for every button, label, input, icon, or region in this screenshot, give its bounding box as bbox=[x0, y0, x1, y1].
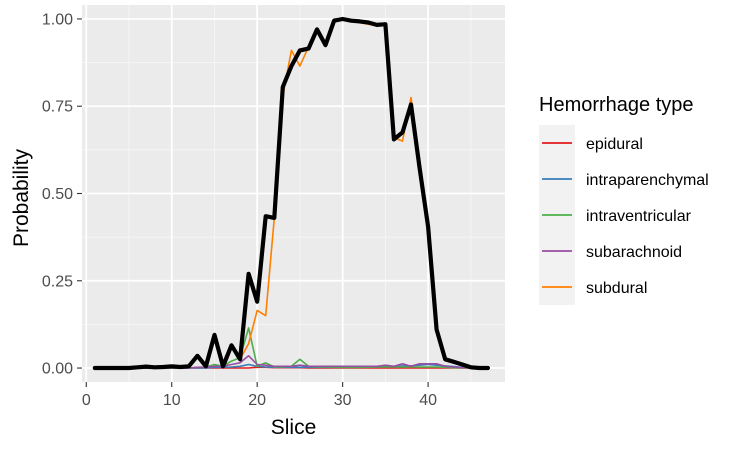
legend-items: epidural intraparenchymal intraventricular… bbox=[539, 125, 709, 305]
series-layer bbox=[92, 16, 490, 371]
legend-title: Hemorrhage type bbox=[539, 94, 694, 116]
legend-label-epidural: epidural bbox=[586, 136, 643, 153]
y-axis-title: Probability bbox=[10, 148, 33, 247]
legend-label-intraventricular: intraventricular bbox=[586, 208, 692, 225]
legend-label-intraparenchymal: intraparenchymal bbox=[586, 172, 709, 189]
legend: Hemorrhage type epidural intraparenchymal… bbox=[539, 94, 709, 305]
y-tick-label: 0.75 bbox=[42, 99, 73, 116]
y-tick-label: 0.50 bbox=[42, 186, 73, 203]
x-tick-label: 10 bbox=[163, 392, 181, 409]
y-tick-label: 1.00 bbox=[42, 11, 73, 28]
x-axis-title: Slice bbox=[271, 416, 317, 439]
y-tick-label: 0.00 bbox=[42, 361, 73, 378]
x-tick-label: 0 bbox=[82, 392, 91, 409]
y-tick-label: 0.25 bbox=[42, 273, 73, 290]
y-axis: 0.00 0.25 0.50 0.75 1.00 bbox=[42, 11, 82, 378]
legend-label-subdural: subdural bbox=[586, 280, 647, 297]
x-tick-label: 20 bbox=[248, 392, 266, 409]
x-axis: 0 10 20 30 40 bbox=[82, 382, 437, 409]
x-tick-label: 30 bbox=[334, 392, 352, 409]
x-tick-label: 40 bbox=[419, 392, 437, 409]
series-line-overall bbox=[92, 16, 490, 371]
legend-label-subarachnoid: subarachnoid bbox=[586, 244, 682, 261]
